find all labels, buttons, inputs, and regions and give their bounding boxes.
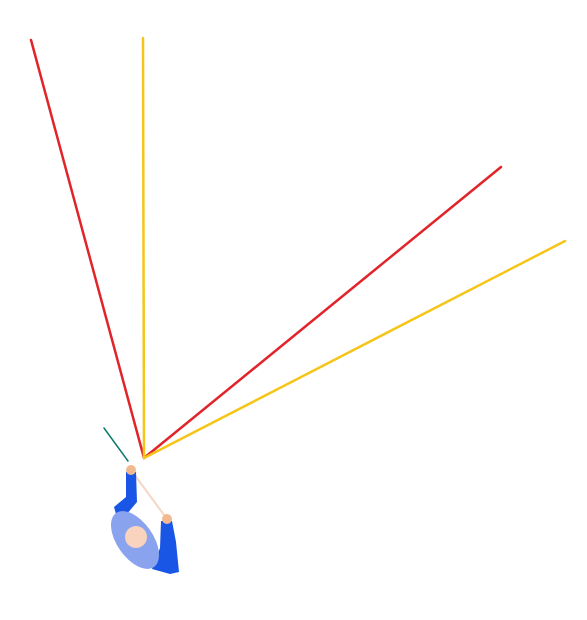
outer-boundary-right-line xyxy=(142,165,503,460)
player-left-arm xyxy=(114,472,137,515)
player-head xyxy=(125,526,147,548)
player-right-arm xyxy=(152,521,179,574)
inner-boundary-right-line xyxy=(142,239,567,460)
player-stick xyxy=(130,469,168,520)
player-topdown-icon xyxy=(111,465,179,574)
inner-boundary-left-line xyxy=(141,36,146,460)
player-left-hand xyxy=(126,465,136,475)
aim-line xyxy=(103,427,129,462)
outer-boundary-left-line xyxy=(29,38,146,460)
player-right-hand xyxy=(162,514,172,524)
